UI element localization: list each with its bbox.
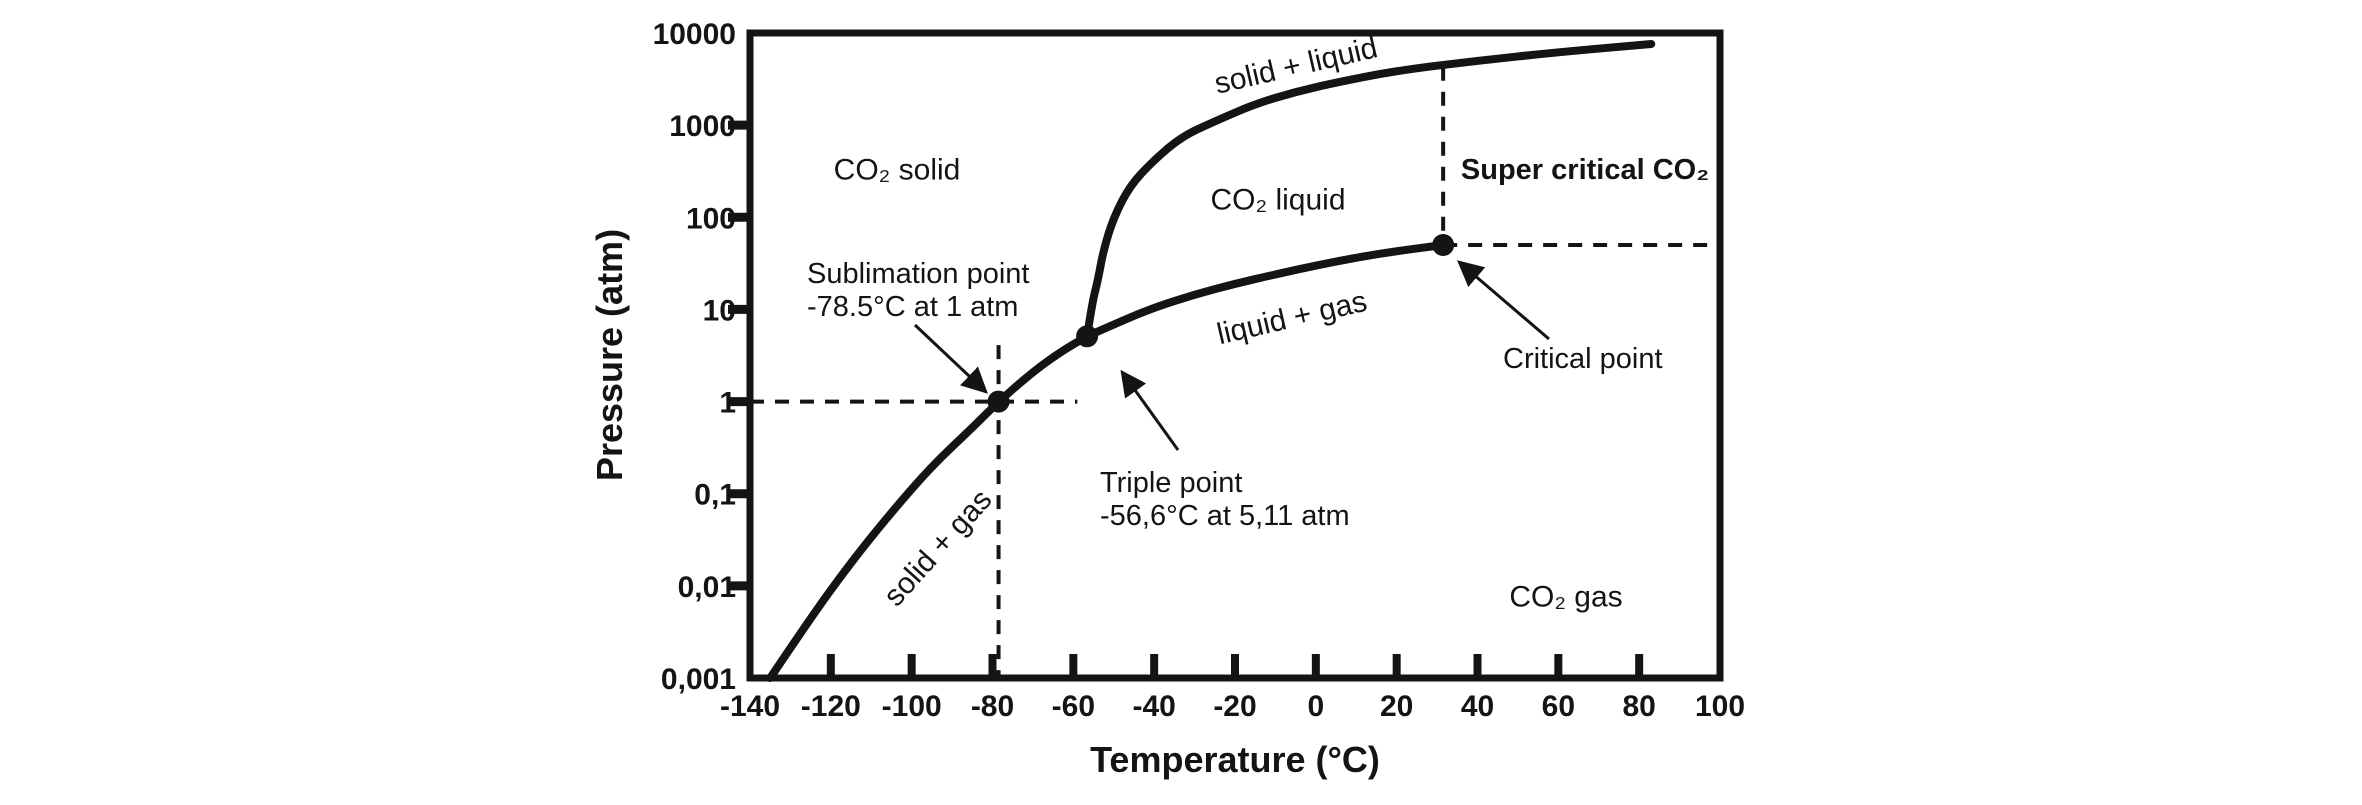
region-label: CO₂ solid [834, 154, 961, 187]
solid-gas-curve [766, 332, 1092, 682]
x-tick-label: 20 [1380, 690, 1413, 723]
callout-arrow [1457, 260, 1550, 341]
callout-text: Critical point [1503, 343, 1663, 375]
x-axis: -140 -120 -100 -80 -60 -40 -20 0 20 40 60 80 100 Temp… [720, 654, 1745, 780]
x-tick-label: -40 [1132, 690, 1175, 723]
x-tick-label: 80 [1622, 690, 1655, 723]
x-tick-label: 40 [1461, 690, 1494, 723]
callout-text: Sublimation point [807, 258, 1029, 290]
x-tick-label: -100 [882, 690, 942, 723]
callout-text: Triple point [1100, 467, 1242, 499]
x-axis-title: Temperature (°C) [1090, 739, 1380, 780]
x-tick-label: -60 [1052, 690, 1095, 723]
phase-points [987, 234, 1455, 413]
callout-arrow [1120, 369, 1180, 451]
region-labels: CO₂ solid CO₂ liquid CO₂ gas Super critical… [834, 154, 1709, 614]
x-tick-label: -140 [720, 690, 780, 723]
region-label: Super critical CO₂ [1461, 154, 1709, 186]
phase-boundary-curves [766, 39, 1656, 682]
triple-point-dot [1076, 325, 1099, 348]
x-tick-label: -120 [801, 690, 861, 723]
y-axis-title: Pressure (atm) [589, 229, 630, 481]
y-tick-label: 1000 [669, 110, 736, 143]
y-tick-label: 0,01 [678, 571, 736, 604]
y-axis: 10000 1000 100 10 1 0,1 0,01 0,001 Pressure (atm… [589, 18, 752, 696]
x-tick-label: 100 [1695, 690, 1745, 723]
x-tick-label: -80 [971, 690, 1014, 723]
y-tick-label: 1 [719, 387, 736, 420]
y-tick-label: 10 [703, 294, 736, 327]
x-tick-label: 60 [1542, 690, 1575, 723]
callout-arrow [913, 323, 988, 394]
y-tick-label: 0,1 [694, 479, 736, 512]
callout-text: -78.5°C at 1 atm [807, 291, 1018, 323]
curve-label-liquid-gas: liquid + gas [1214, 285, 1370, 351]
x-tick-label: -20 [1213, 690, 1256, 723]
x-tick-label: 0 [1307, 690, 1324, 723]
region-label: CO₂ liquid [1210, 184, 1345, 217]
y-tick-label: 0,001 [661, 663, 736, 696]
plot-border [746, 29, 1724, 682]
critical-point-dot [1432, 234, 1455, 257]
y-tick-label: 100 [686, 202, 736, 235]
callouts: Sublimation point-78.5°C at 1 atm Triple … [807, 258, 1663, 532]
liquid-gas-curve [1083, 241, 1448, 341]
region-label: CO₂ gas [1509, 581, 1622, 614]
callout-text: -56,6°C at 5,11 atm [1100, 500, 1350, 532]
y-tick-label: 10000 [653, 18, 736, 51]
solid-liquid-curve [1083, 39, 1656, 341]
sublimation-point-dot [987, 390, 1010, 413]
